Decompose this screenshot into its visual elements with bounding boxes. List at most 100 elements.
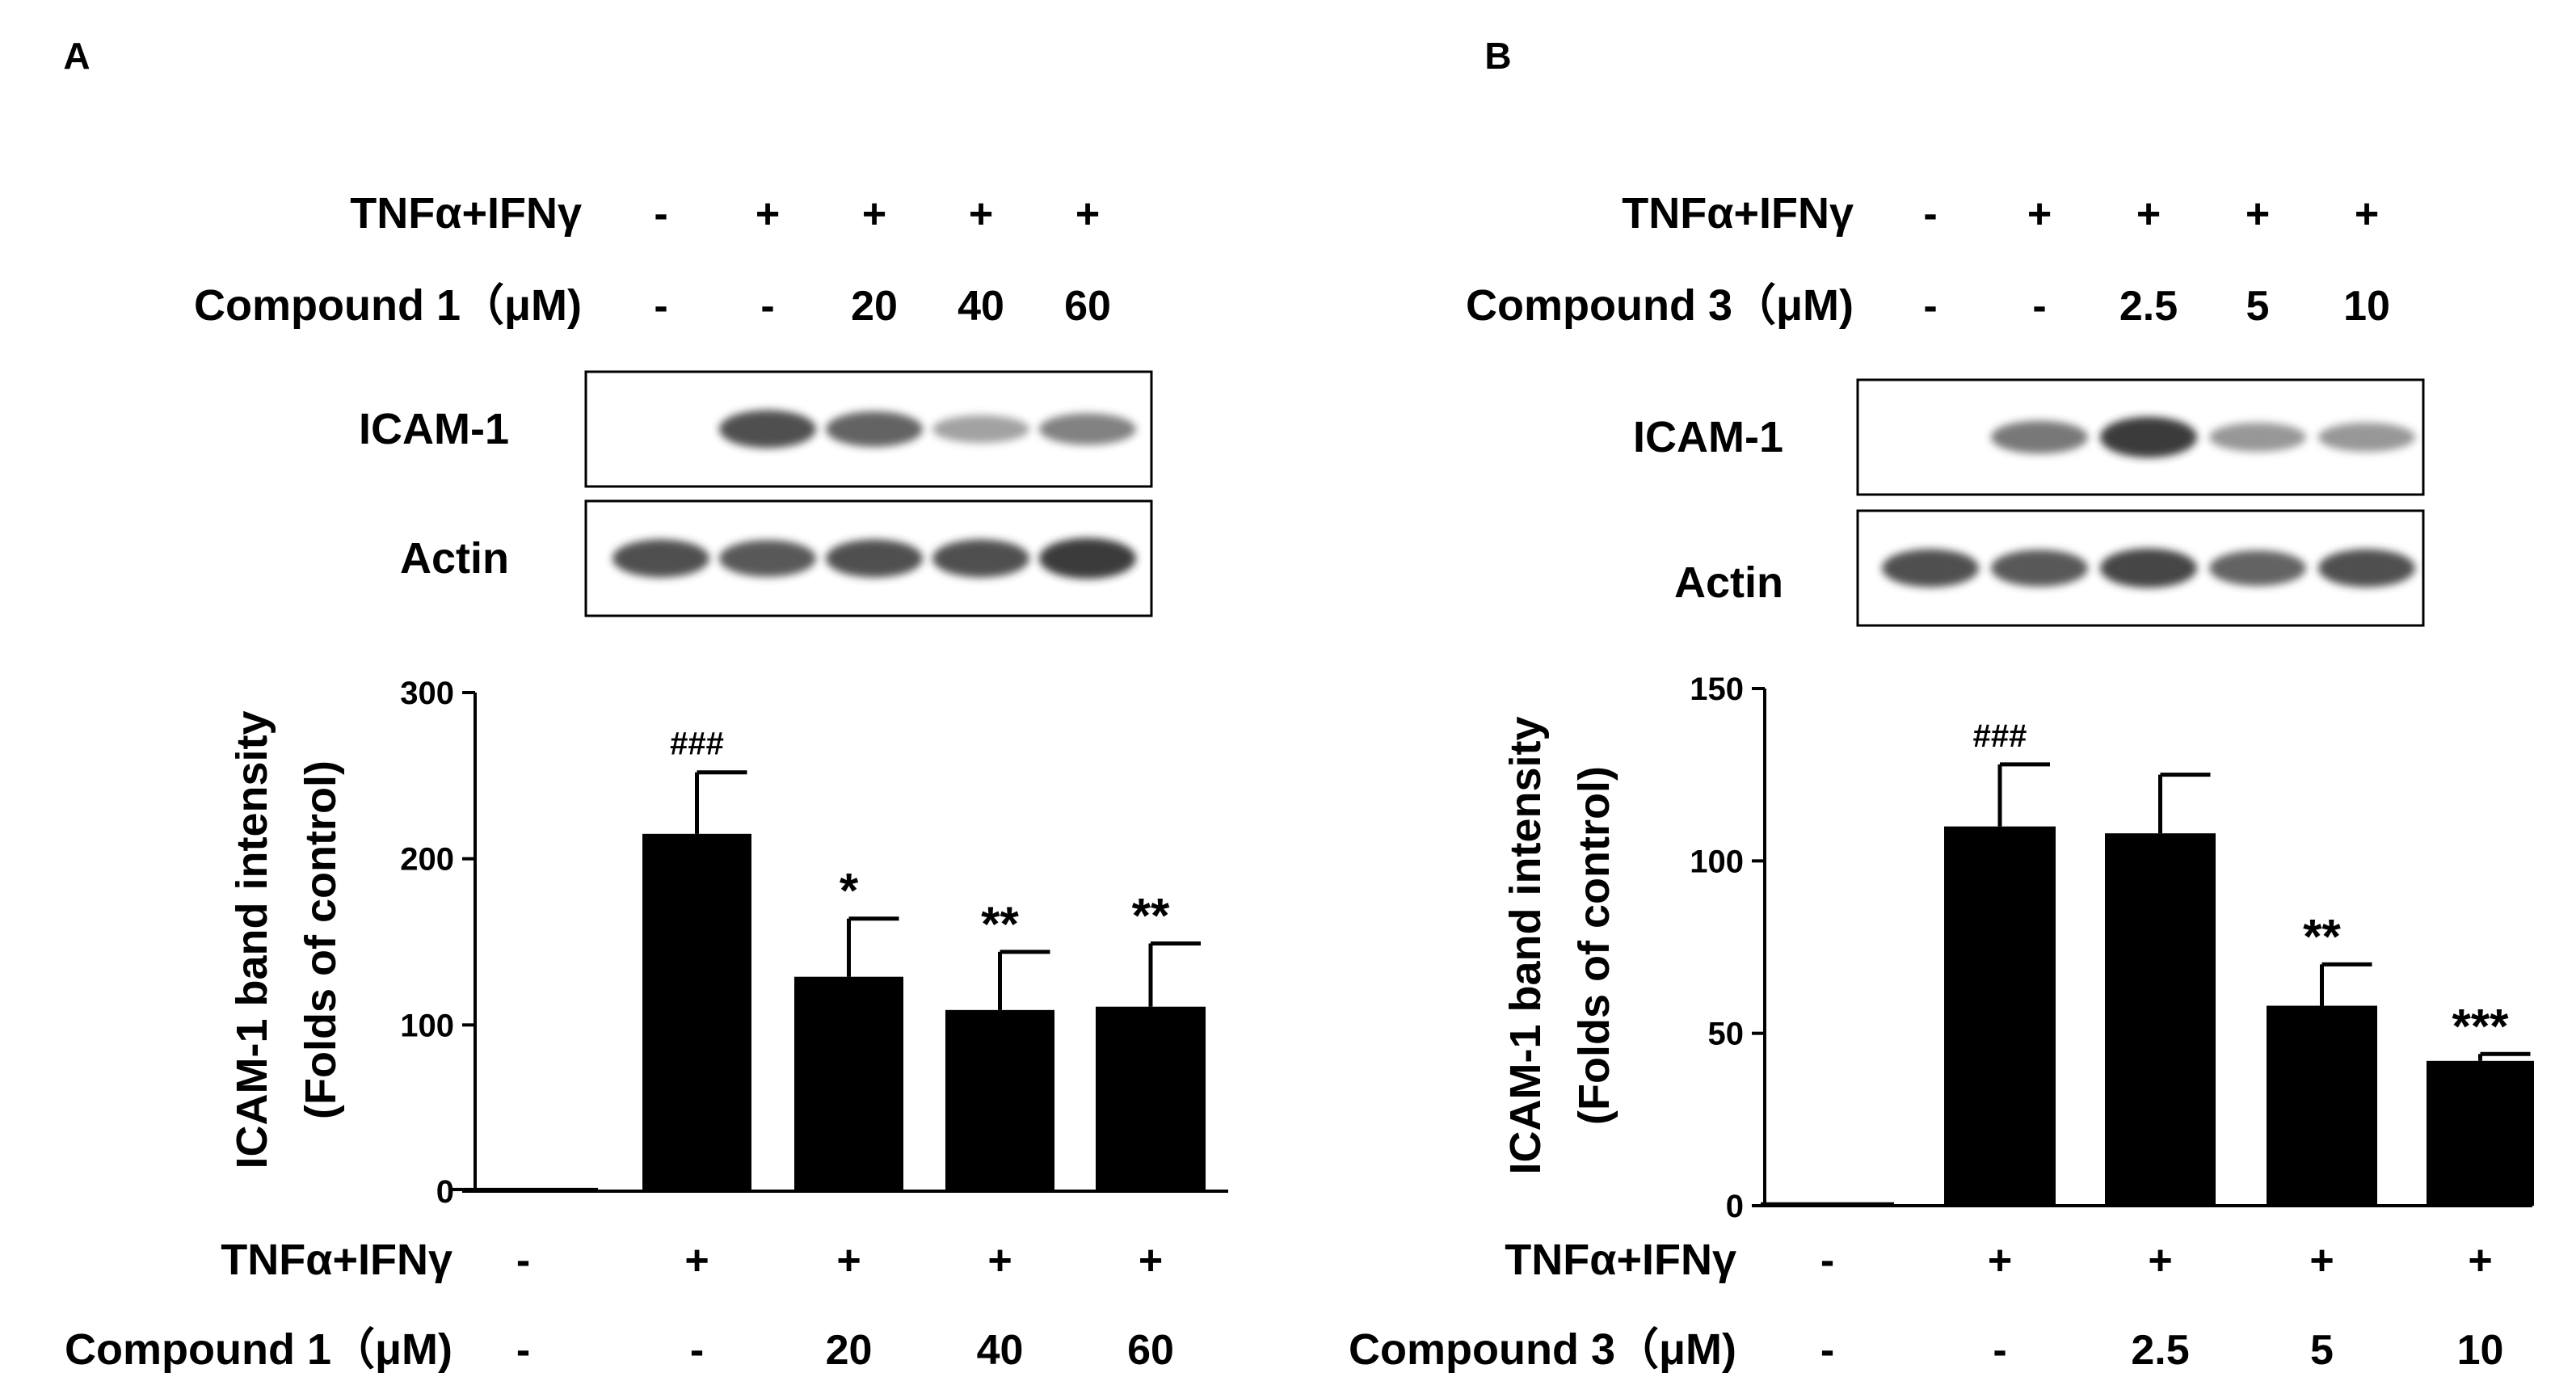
blot-band — [2318, 423, 2415, 452]
bottom-compound-value: - — [1820, 1327, 1834, 1374]
bottom-compound-value: 20 — [826, 1327, 873, 1374]
blot-band — [719, 410, 816, 449]
bottom-compound-value: 10 — [2457, 1327, 2504, 1374]
bar — [1761, 1202, 1894, 1206]
top-treatment-value: + — [2246, 191, 2270, 238]
bar — [945, 1009, 1054, 1191]
significance-label: ### — [670, 726, 724, 762]
bar — [642, 833, 751, 1191]
bottom-compound-value: 2.5 — [2131, 1327, 2189, 1374]
y-axis-title: ICAM-1 band intensity — [1501, 716, 1550, 1174]
bottom-treatment-value: - — [1820, 1237, 1834, 1284]
blot-label: Actin — [1674, 558, 1783, 607]
bottom-treatment-label: TNFα+IFNγ — [1505, 1236, 1736, 1284]
blot-band — [1882, 549, 1979, 588]
blot-band — [2209, 550, 2306, 586]
bar — [1944, 826, 2056, 1206]
blot-band — [1039, 537, 1136, 579]
top-compound-value: - — [654, 283, 667, 330]
panel-label-b: B — [1484, 35, 1511, 77]
y-tick-label: 100 — [400, 1008, 454, 1043]
top-treatment-value: + — [2027, 191, 2052, 238]
y-tick-label: 0 — [1726, 1189, 1744, 1224]
top-treatment-label: TNFα+IFNγ — [350, 189, 582, 238]
bottom-treatment-value: + — [987, 1237, 1012, 1284]
blot-band — [826, 411, 923, 447]
significance-label: ** — [981, 897, 1019, 951]
bottom-compound-value: 5 — [2310, 1327, 2334, 1374]
blot-band — [1991, 420, 2088, 454]
y-tick-label: 50 — [1708, 1017, 1745, 1052]
blot-band — [612, 539, 709, 578]
top-compound-value: 5 — [2246, 283, 2270, 330]
bottom-treatment-value: + — [2309, 1237, 2334, 1284]
blot-band — [2100, 548, 2197, 588]
bar — [2427, 1060, 2534, 1206]
top-compound-value: - — [1923, 283, 1937, 330]
bottom-compound-label: Compound 3（μM) — [1349, 1325, 1736, 1374]
blot-band — [2318, 549, 2415, 588]
bottom-compound-value: 60 — [1127, 1327, 1174, 1374]
bottom-treatment-value: + — [2468, 1237, 2492, 1284]
top-treatment-label: TNFα+IFNγ — [1622, 189, 1854, 238]
top-treatment-value: + — [969, 191, 993, 238]
y-tick-label: 300 — [400, 676, 454, 711]
significance-label: *** — [2452, 999, 2509, 1053]
bottom-treatment-label: TNFα+IFNγ — [221, 1236, 452, 1284]
top-treatment-value: - — [1923, 191, 1937, 238]
blot-label: ICAM-1 — [359, 405, 509, 453]
blot-band — [932, 415, 1029, 444]
panel-a-figure: A TNFα+IFNγ Compound 1（μM) - + + + + - - 20 40 60 ICA… — [63, 35, 1228, 1374]
top-treatment-value: + — [862, 191, 886, 238]
bottom-treatment-value: + — [1139, 1237, 1163, 1284]
y-tick-label: 150 — [1690, 672, 1744, 707]
blot-band — [932, 539, 1029, 578]
top-treatment-value: + — [2136, 191, 2161, 238]
bottom-treatment-value: + — [2148, 1237, 2172, 1284]
bar — [1096, 1006, 1206, 1191]
top-compound-value: 20 — [851, 283, 898, 330]
top-compound-value: 2.5 — [2119, 283, 2178, 330]
panel-a: A TNFα+IFNγ Compound 1（μM) - + + + + - - 20 40 60 ICA… — [0, 0, 1288, 1390]
top-compound-label: Compound 3（μM) — [1466, 281, 1854, 330]
bar — [2267, 1005, 2377, 1206]
panel-label-a: A — [63, 35, 90, 77]
blot-band — [1991, 550, 2088, 587]
blot-band — [2100, 416, 2197, 458]
bottom-compound-value: 40 — [977, 1327, 1024, 1374]
top-compound-value: 10 — [2343, 283, 2390, 330]
y-tick-label: 100 — [1690, 844, 1744, 879]
panel-b: B TNFα+IFNγ Compound 3（μM) - + + + + - - 2.5 5 10 ICA… — [1288, 0, 2576, 1390]
significance-label: ### — [1973, 718, 2027, 754]
bottom-treatment-value: + — [684, 1237, 709, 1284]
bottom-compound-value: - — [690, 1327, 704, 1374]
top-compound-value: - — [760, 283, 774, 330]
y-tick-label: 0 — [436, 1174, 454, 1210]
significance-label: ** — [1132, 889, 1170, 943]
y-axis-title-units: (Folds of control) — [1570, 766, 1618, 1125]
bottom-compound-value: - — [1993, 1327, 2006, 1374]
top-compound-value: - — [2032, 283, 2046, 330]
top-treatment-value: + — [1075, 191, 1100, 238]
blot-label: Actin — [400, 534, 509, 583]
bar — [794, 976, 903, 1191]
top-compound-label: Compound 1（μM) — [194, 281, 582, 330]
bar — [2105, 833, 2216, 1206]
blot-label: ICAM-1 — [1633, 413, 1783, 461]
blot-band — [2209, 423, 2306, 452]
top-treatment-value: + — [756, 191, 780, 238]
bar — [448, 1187, 598, 1191]
top-compound-value: 60 — [1064, 283, 1111, 330]
top-treatment-value: + — [2355, 191, 2379, 238]
blot-band — [826, 539, 923, 578]
bottom-compound-value: - — [516, 1327, 530, 1374]
significance-label: * — [840, 864, 859, 918]
top-treatment-value: - — [654, 191, 667, 238]
y-tick-label: 200 — [400, 842, 454, 878]
significance-label: ** — [2303, 909, 2341, 963]
y-axis-title-units: (Folds of control) — [297, 760, 345, 1119]
blot-band — [719, 540, 816, 577]
panel-b-figure: B TNFα+IFNγ Compound 3（μM) - + + + + - - 2.5 5 10 ICA… — [1349, 35, 2534, 1374]
blot-band — [1039, 413, 1136, 445]
bottom-treatment-value: - — [516, 1237, 530, 1284]
